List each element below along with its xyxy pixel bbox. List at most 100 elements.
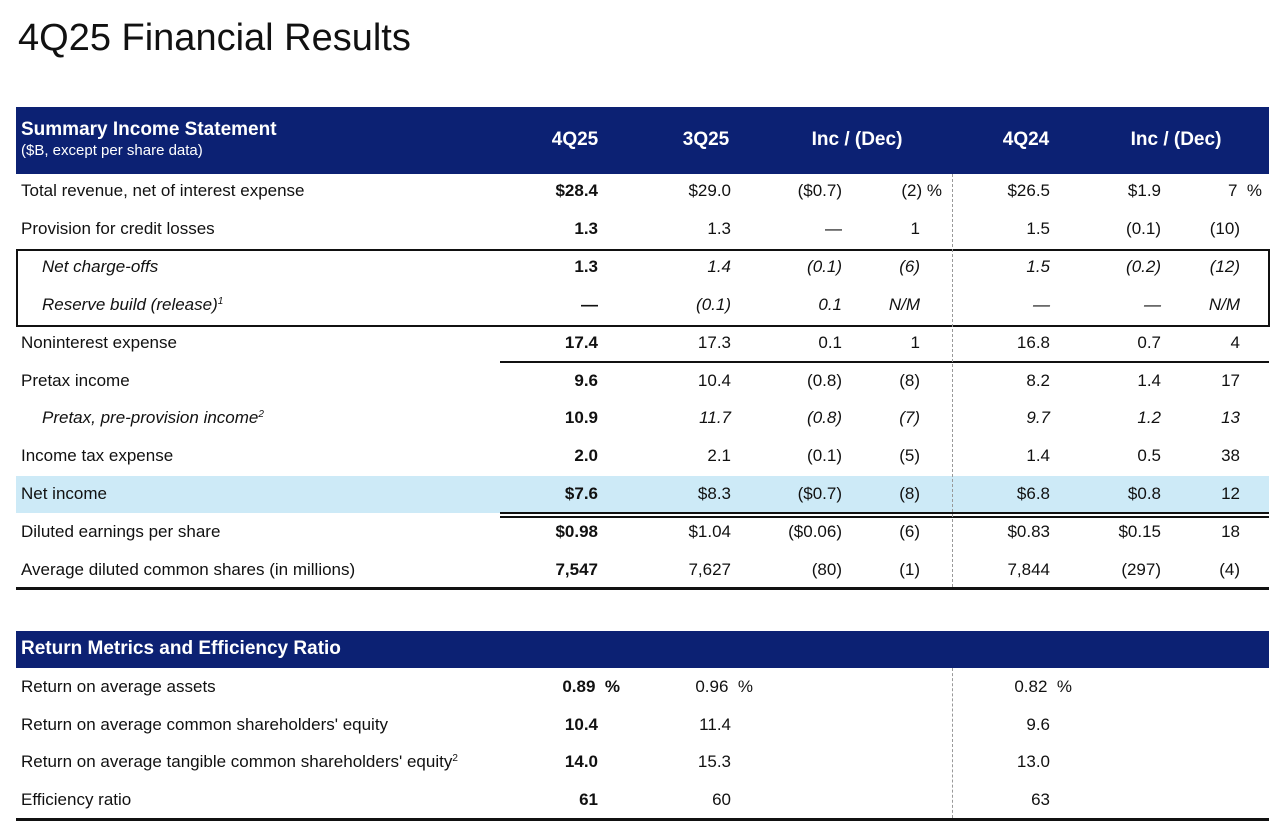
cell: 1.3 — [574, 256, 598, 276]
cell: 10.4 — [697, 370, 731, 390]
cell: — — [825, 218, 842, 238]
cell: 11.4 — [699, 714, 731, 734]
row-label: Income tax expense — [21, 446, 174, 466]
page-title: 4Q25 Financial Results — [18, 17, 411, 59]
cell: $1.9 — [1127, 181, 1161, 200]
cell: 0.89 % — [562, 677, 620, 696]
rule — [16, 587, 1269, 590]
footnote-mark: 2 — [258, 409, 264, 421]
cell: (1) — [899, 560, 920, 579]
column-header: Inc / (Dec) — [1130, 129, 1222, 150]
cell: 4 — [1230, 332, 1240, 352]
cell: (0.2) — [1126, 256, 1161, 276]
cell: N/M — [888, 294, 920, 314]
cell: 10.9 — [564, 408, 598, 428]
cell: 63 — [1031, 790, 1050, 810]
column-header: 4Q25 — [551, 129, 599, 150]
cell: $0.98 — [555, 522, 598, 542]
cell: 7,627 — [688, 560, 731, 579]
cell: 12 — [1221, 484, 1240, 504]
table-title: Summary Income Statement — [21, 119, 277, 140]
rule — [500, 512, 1269, 514]
row-label: Return on average tangible common shareh… — [21, 752, 458, 772]
cell: $26.5 — [1007, 181, 1050, 200]
cell: 0.96 % — [695, 677, 753, 696]
cell: $28.4 — [555, 181, 598, 200]
cell: 61 — [579, 790, 598, 810]
cell: $0.83 — [1007, 522, 1050, 542]
cell: (0.1) — [807, 256, 842, 276]
cell: — — [1033, 294, 1050, 314]
cell: $6.8 — [1016, 484, 1050, 504]
cell: (5) — [899, 446, 920, 466]
cell: 60 — [712, 790, 731, 810]
cell: 1.4 — [1026, 446, 1050, 466]
cell: 17 — [1221, 370, 1240, 390]
cell: 9.6 — [574, 370, 598, 390]
cell: (0.1) — [807, 446, 842, 466]
cell: 1.4 — [707, 256, 731, 276]
detail-box — [16, 249, 1270, 327]
column-header: 4Q24 — [1002, 129, 1050, 150]
cell: (80) — [811, 560, 842, 579]
row-label: Diluted earnings per share — [21, 522, 221, 542]
cell: (12) — [1209, 256, 1240, 276]
cell: $29.0 — [688, 181, 731, 200]
cell: 17.3 — [697, 332, 731, 352]
table-title: Return Metrics and Efficiency Ratio — [21, 638, 341, 659]
cell: N/M — [1208, 294, 1240, 314]
rule — [500, 516, 1269, 518]
cell: 0.5 — [1137, 446, 1161, 466]
cell: (2) % — [901, 181, 942, 200]
cell: (4) — [1219, 560, 1240, 579]
cell: $0.8 — [1127, 484, 1161, 504]
cell: 38 — [1221, 446, 1240, 466]
row-label: Net income — [21, 484, 107, 504]
row-label: Pretax income — [21, 370, 130, 390]
cell: (6) — [899, 522, 920, 542]
cell: 7,844 — [1007, 560, 1050, 579]
cell: 8.2 — [1026, 370, 1050, 390]
cell: 17.4 — [564, 332, 598, 352]
footnote-mark: 1 — [217, 295, 224, 307]
cell: ($0.7) — [797, 181, 842, 200]
header-bar — [16, 631, 1269, 668]
cell: 1 — [910, 332, 920, 352]
cell: 14.0 — [564, 752, 598, 772]
cell: 11.7 — [699, 408, 731, 428]
cell: $7.6 — [564, 484, 598, 504]
row-label: Net charge-offs — [42, 256, 159, 276]
cell: 2.1 — [707, 446, 731, 466]
cell: 0.1 — [818, 294, 842, 314]
row-label: Pretax, pre-provision income2 — [42, 408, 264, 428]
cell: $8.3 — [697, 484, 731, 504]
rule — [16, 818, 1269, 821]
cell: 15.3 — [697, 752, 731, 772]
cell: 10.4 — [564, 714, 598, 734]
cell: ($0.7) — [797, 484, 842, 504]
cell: (8) — [899, 370, 920, 390]
cell: (297) — [1121, 560, 1161, 579]
cell: (10) — [1209, 218, 1240, 238]
cell: (6) — [899, 256, 920, 276]
cell: (0.1) — [696, 294, 731, 314]
row-label: Return on average assets — [21, 677, 216, 696]
cell: 1.4 — [1137, 370, 1161, 390]
cell: 9.6 — [1026, 714, 1050, 734]
row-label: Return on average common shareholders' e… — [21, 714, 389, 734]
row-label: Total revenue, net of interest expense — [21, 181, 305, 200]
cell: (0.8) — [807, 370, 842, 390]
cell: (7) — [899, 408, 920, 428]
cell: 1.3 — [574, 218, 598, 238]
footnote-mark: 2 — [452, 753, 458, 765]
divider — [952, 174, 953, 587]
rule — [500, 361, 1269, 363]
cell: — — [581, 294, 598, 314]
cell: 18 — [1221, 522, 1240, 542]
row-label: Efficiency ratio — [21, 790, 132, 810]
cell: (8) — [899, 484, 920, 504]
row-label: Reserve build (release)1 — [42, 294, 224, 314]
row-label: Provision for credit losses — [21, 218, 215, 238]
cell: ($0.06) — [788, 522, 842, 542]
